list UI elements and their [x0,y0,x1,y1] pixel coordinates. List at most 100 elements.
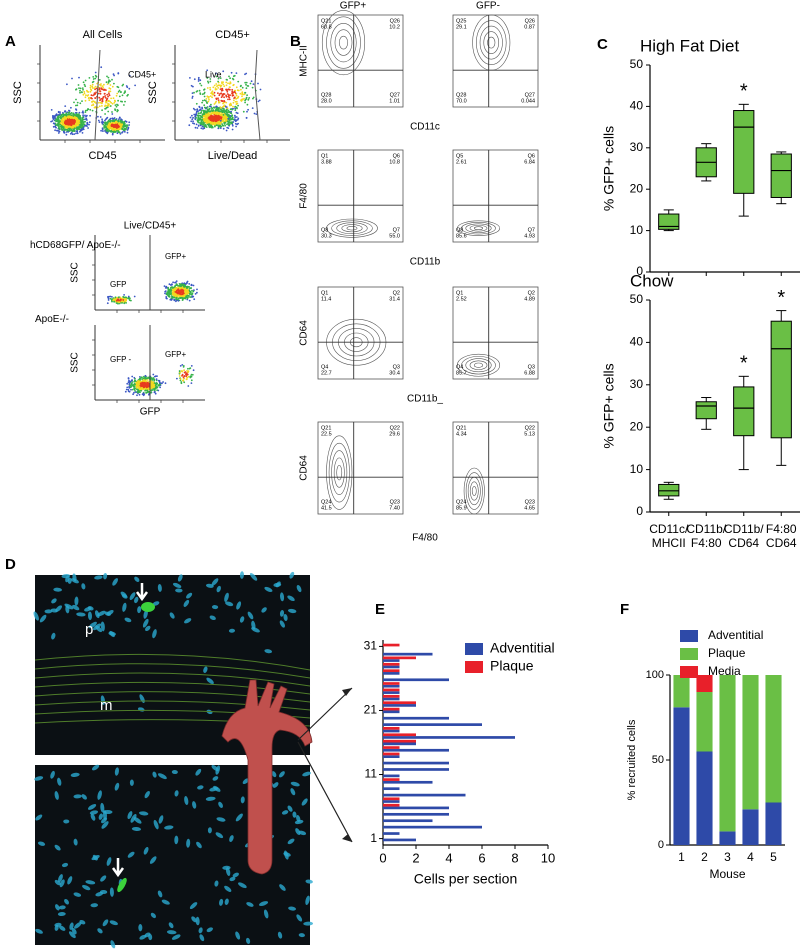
event-dot [106,93,109,96]
event-dot [225,84,228,87]
event-dot [128,121,131,124]
event-dot [147,390,150,393]
quadrant-name: Q8 [456,227,463,233]
event-dot [234,109,237,112]
event-dot [219,84,221,87]
event-dot [228,111,231,113]
event-dot [188,289,191,291]
contour [326,16,361,69]
event-dot [174,281,177,284]
nucleus [58,874,63,883]
y-tick-label: 20 [630,181,644,195]
nucleus [305,895,310,905]
event-dot [114,130,116,133]
event-dot [206,87,209,89]
event-dot [218,125,220,128]
x-axis-label: GFP [140,407,161,418]
event-dot [119,119,122,122]
bar [383,793,466,797]
event-dot [69,126,72,128]
event-dot [79,102,82,105]
event-dot [153,385,156,388]
event-dot [113,74,115,77]
event-dot [213,119,216,122]
event-dot [122,296,125,299]
nucleus [264,649,273,654]
event-dot [205,115,207,118]
event-dot [231,116,234,119]
y-axis-label: SSC [12,81,24,104]
event-dot [182,289,185,292]
nucleus [191,916,197,923]
event-dot [211,125,213,128]
event-dot [101,105,103,107]
event-dot [209,88,212,91]
event-dot [51,120,54,122]
group-label: hCD68GFP/ ApoE-/- [30,240,121,251]
event-dot [63,121,66,124]
event-dot [103,83,105,86]
quadrant-value: 29.6 [389,431,400,437]
event-dot [109,297,112,300]
event-dot [162,381,165,383]
event-dot [128,87,131,90]
quadrant-name: Q8 [321,227,328,233]
quadrant-name: Q27 [390,92,400,98]
event-dot [227,124,230,126]
event-dot [52,125,55,128]
nucleus [103,572,108,580]
nucleus [205,796,216,801]
event-dot [232,118,235,121]
event-dot [223,115,225,118]
quadrant-value: 28.0 [321,98,332,104]
gate-label: GFP+ [165,350,186,359]
event-dot [191,118,194,121]
event-dot [208,95,210,98]
elastin [34,653,311,671]
nucleus [186,838,191,848]
event-dot [179,297,182,299]
event-dot [91,85,94,88]
x-axis-label: Cells per section [414,871,518,887]
nucleus [287,838,295,845]
event-dot [183,297,186,300]
bar-segment [742,675,759,810]
event-dot [194,126,197,129]
nucleus [212,776,219,781]
event-dot [100,85,102,87]
event-dot [231,108,234,111]
event-dot [92,104,95,106]
event-dot [190,287,192,290]
event-dot [227,117,230,120]
event-dot [143,393,146,396]
event-dot [203,109,206,112]
event-dot [65,133,68,136]
event-dot [214,88,217,91]
panel-letter: F [620,601,629,618]
event-dot [225,95,228,97]
event-dot [244,91,246,94]
nucleus [57,777,62,786]
event-dot [194,108,196,111]
nucleus [215,832,224,839]
event-dot [216,122,219,124]
nucleus [91,764,100,771]
event-dot [199,124,202,127]
event-dot [222,83,225,86]
event-dot [223,85,226,88]
bar-segment [765,802,782,845]
event-dot [69,112,72,115]
event-dot [175,290,178,293]
nucleus [229,876,236,882]
event-dot [205,100,207,102]
event-dot [164,292,166,295]
event-dot [78,122,81,125]
event-dot [195,110,198,113]
event-dot [210,92,213,95]
event-dot [193,78,196,81]
event-dot [64,110,66,113]
event-dot [257,82,259,85]
event-dot [183,286,186,288]
event-dot [117,104,119,107]
contour [471,486,477,496]
